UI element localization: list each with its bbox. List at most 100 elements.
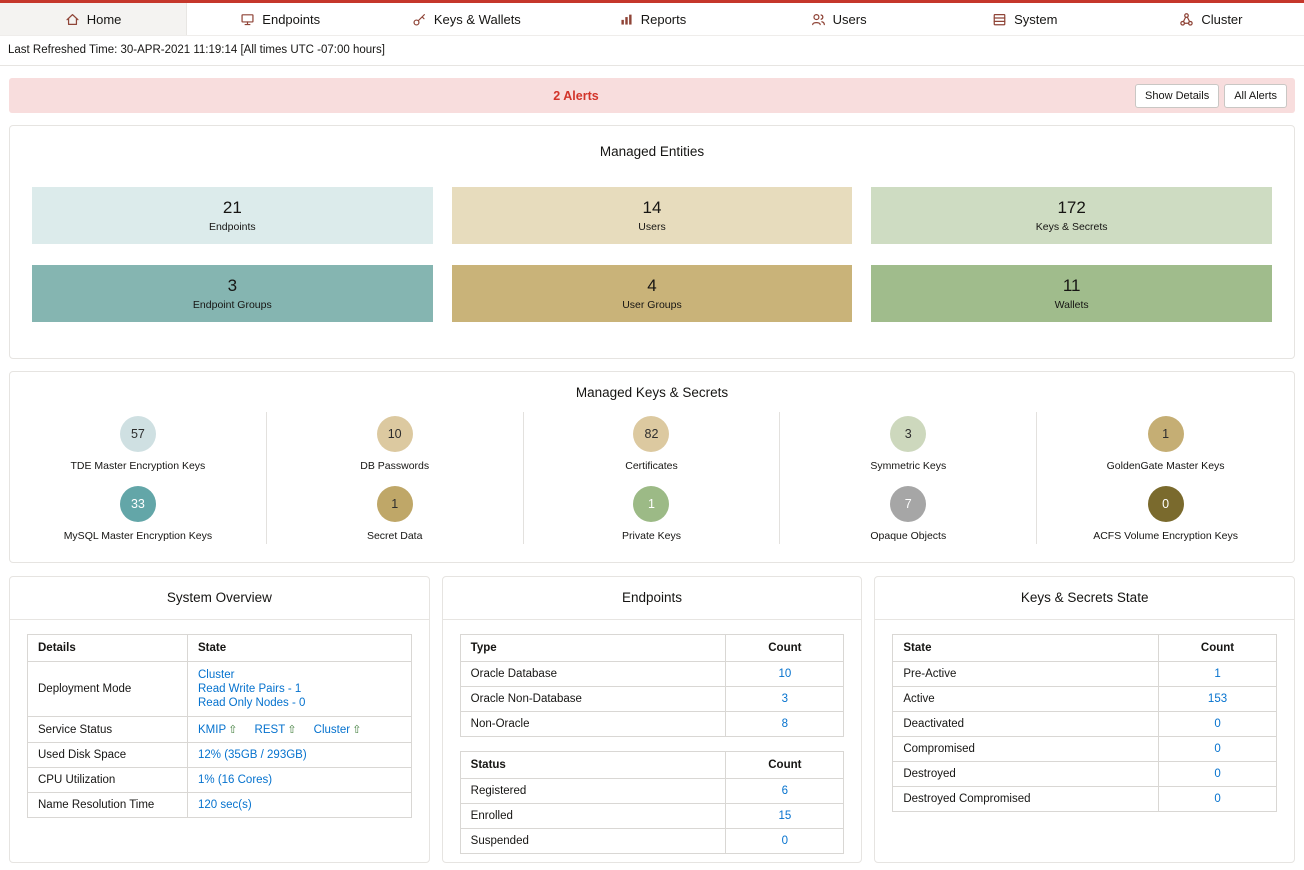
row-label: Used Disk Space (27, 742, 188, 768)
stat-db-passwords[interactable]: 10 DB Passwords (360, 416, 429, 472)
table-row: Deactivated 0 (892, 711, 1278, 737)
tab-keys-wallets[interactable]: Keys & Wallets (373, 3, 559, 35)
tile-label: Endpoint Groups (192, 298, 272, 311)
show-details-button[interactable]: Show Details (1135, 83, 1220, 108)
rest-service-link[interactable]: REST (254, 724, 286, 736)
tile-label: Keys & Secrets (1035, 220, 1108, 233)
cpu-utilization-value[interactable]: 1% (16 Cores) (198, 774, 273, 786)
count-link[interactable]: 153 (1207, 693, 1228, 705)
tab-reports[interactable]: Reports (559, 3, 745, 35)
users-icon (811, 12, 826, 27)
table-row: Name Resolution Time 120 sec(s) (27, 792, 412, 818)
table-row: Compromised 0 (892, 736, 1278, 762)
managed-keys-grid: 57 TDE Master Encryption Keys 33 MySQL M… (10, 412, 1294, 562)
nav-label: Reports (640, 11, 687, 27)
stat-label: Opaque Objects (870, 530, 947, 542)
tab-cluster[interactable]: Cluster (1118, 3, 1304, 35)
tile-keys-secrets[interactable]: 172 Keys & Secrets (871, 187, 1272, 244)
nav-label: System (1014, 11, 1058, 27)
tile-label: Users (638, 220, 666, 233)
tile-user-groups[interactable]: 4 User Groups (451, 265, 853, 322)
count-link[interactable]: 15 (778, 810, 792, 822)
status-up-icon: ⇧ (228, 724, 238, 736)
endpoints-card: Endpoints Type Count Oracle Database 10 … (441, 576, 863, 863)
kmip-service-link[interactable]: KMIP (198, 724, 227, 736)
type-column-header: Type (459, 634, 727, 662)
read-write-pairs-link[interactable]: Read Write Pairs - 1 (198, 683, 302, 695)
stat-private-keys[interactable]: 1 Private Keys (622, 486, 681, 542)
key-icon (412, 12, 427, 27)
tile-endpoint-groups[interactable]: 3 Endpoint Groups (32, 265, 433, 322)
stat-symmetric-keys[interactable]: 3 Symmetric Keys (870, 416, 946, 472)
keys-column: 3 Symmetric Keys 7 Opaque Objects (780, 412, 1038, 544)
count-link[interactable]: 0 (1214, 793, 1221, 805)
stat-certificates[interactable]: 82 Certificates (625, 416, 678, 472)
last-refreshed-time: Last Refreshed Time: 30-APR-2021 11:19:1… (0, 36, 1304, 66)
alerts-count-link[interactable]: 2 Alerts (553, 88, 599, 103)
count-link[interactable]: 0 (781, 835, 789, 847)
row-label: Registered (459, 778, 727, 804)
stat-acfs-keys[interactable]: 0 ACFS Volume Encryption Keys (1093, 486, 1238, 542)
table-row: Registered 6 (459, 778, 845, 804)
row-label: Service Status (27, 716, 188, 743)
all-alerts-button[interactable]: All Alerts (1224, 83, 1287, 108)
table-header-row: Status Count (459, 751, 845, 779)
count-column-header: Count (725, 634, 845, 662)
row-label: Name Resolution Time (27, 792, 188, 818)
count-link[interactable]: 1 (1214, 668, 1221, 680)
tab-system[interactable]: System (932, 3, 1118, 35)
table-row: Oracle Database 10 (459, 661, 845, 687)
managed-keys-title: Managed Keys & Secrets (575, 385, 729, 400)
tab-endpoints[interactable]: Endpoints (187, 3, 373, 35)
count-link[interactable]: 8 (781, 718, 789, 730)
stat-mysql-keys[interactable]: 33 MySQL Master Encryption Keys (64, 486, 212, 542)
tile-endpoints[interactable]: 21 Endpoints (32, 187, 433, 244)
tile-label: Wallets (1054, 298, 1089, 311)
endpoints-card-title: Endpoints (442, 577, 862, 620)
table-row: Oracle Non-Database 3 (459, 686, 845, 712)
disk-space-value[interactable]: 12% (35GB / 293GB) (198, 749, 307, 761)
count-link[interactable]: 0 (1214, 743, 1221, 755)
count-column-header: Count (725, 751, 845, 779)
stat-label: Symmetric Keys (870, 460, 947, 472)
count-link[interactable]: 3 (781, 693, 789, 705)
bar-chart-icon (619, 12, 634, 27)
state-column-header: State (892, 634, 1160, 662)
stat-opaque-objects[interactable]: 7 Opaque Objects (870, 486, 946, 542)
tile-wallets[interactable]: 11 Wallets (871, 265, 1272, 322)
count-link[interactable]: 10 (778, 668, 792, 680)
table-row: CPU Utilization 1% (16 Cores) (27, 767, 412, 793)
managed-entities-title: Managed Entities (599, 144, 705, 159)
cluster-service-link[interactable]: Cluster (313, 724, 351, 736)
tile-count: 14 (642, 197, 662, 217)
deployment-cluster-link[interactable]: Cluster (198, 669, 235, 681)
stat-goldengate-keys[interactable]: 1 GoldenGate Master Keys (1107, 416, 1225, 472)
row-label: Pre-Active (892, 661, 1160, 687)
stat-count-badge: 33 (119, 486, 156, 522)
stat-count-badge: 82 (633, 416, 670, 452)
count-link[interactable]: 0 (1214, 718, 1221, 730)
stat-label: GoldenGate Master Keys (1106, 460, 1225, 472)
tile-users[interactable]: 14 Users (451, 187, 853, 244)
endpoints-type-table: Type Count Oracle Database 10 Oracle Non… (459, 634, 845, 737)
row-label: Destroyed (892, 761, 1160, 787)
stat-count-badge: 1 (376, 486, 413, 522)
tab-home[interactable]: Home (0, 3, 188, 35)
row-label: Non-Oracle (459, 711, 727, 737)
stat-count-badge: 1 (1147, 416, 1184, 452)
count-link[interactable]: 6 (781, 785, 789, 797)
status-column-header: Status (459, 751, 727, 779)
stat-tde-keys[interactable]: 57 TDE Master Encryption Keys (71, 416, 205, 472)
status-up-icon: ⇧ (352, 724, 362, 736)
stat-count-badge: 57 (119, 416, 156, 452)
stat-secret-data[interactable]: 1 Secret Data (367, 486, 422, 542)
name-resolution-value[interactable]: 120 sec(s) (198, 799, 252, 811)
tile-count: 172 (1057, 197, 1086, 217)
tab-users[interactable]: Users (746, 3, 932, 35)
tile-count: 3 (227, 275, 238, 295)
home-icon (65, 12, 80, 27)
stat-label: MySQL Master Encryption Keys (63, 530, 213, 542)
read-only-nodes-link[interactable]: Read Only Nodes - 0 (198, 697, 306, 709)
count-link[interactable]: 0 (1214, 768, 1221, 780)
